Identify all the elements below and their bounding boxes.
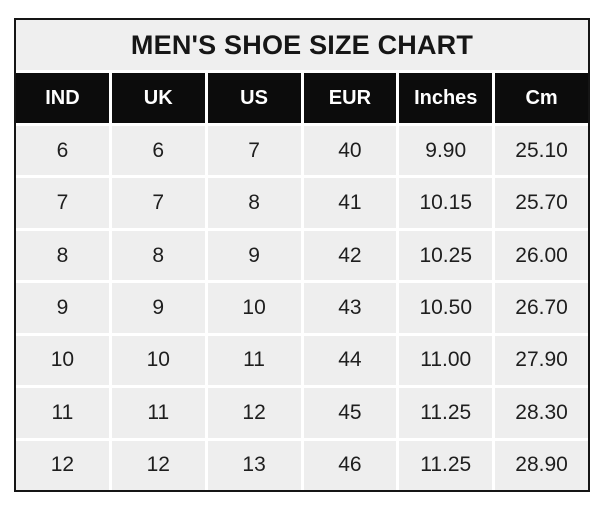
table-cell: 6 [111, 126, 205, 176]
table-cell: 46 [303, 440, 397, 490]
table-cell: 43 [303, 283, 397, 333]
table-cell: 41 [303, 178, 397, 228]
table-row: 9 9 10 43 10.50 26.70 [16, 283, 588, 333]
table-cell: 8 [16, 230, 109, 281]
column-header-eur: EUR [303, 73, 397, 123]
table-cell: 10 [16, 335, 109, 386]
table-cell: 26.70 [495, 283, 588, 333]
column-header-us: US [207, 73, 301, 123]
table-cell: 10.15 [399, 178, 493, 228]
table-cell: 10.50 [399, 283, 493, 333]
table-cell: 10.25 [399, 230, 493, 281]
table-cell: 28.30 [495, 388, 588, 438]
table-cell: 9.90 [399, 126, 493, 176]
table-cell: 12 [207, 388, 301, 438]
table-cell: 11.25 [399, 440, 493, 490]
table-row: 7 7 8 41 10.15 25.70 [16, 178, 588, 228]
table-row: 8 8 9 42 10.25 26.00 [16, 230, 588, 281]
table-cell: 26.00 [495, 230, 588, 281]
table-cell: 11 [16, 388, 109, 438]
chart-title: MEN'S SHOE SIZE CHART [16, 20, 588, 70]
column-header-ind: IND [16, 73, 109, 123]
shoe-size-chart-table: MEN'S SHOE SIZE CHART IND UK US EUR Inch… [14, 18, 590, 492]
table-cell: 8 [111, 230, 205, 281]
column-header-uk: UK [111, 73, 205, 123]
table-cell: 13 [207, 440, 301, 490]
table-cell: 11.25 [399, 388, 493, 438]
table-cell: 12 [111, 440, 205, 490]
table-cell: 28.90 [495, 440, 588, 490]
table-cell: 6 [16, 126, 109, 176]
table-cell: 11.00 [399, 335, 493, 386]
table-cell: 44 [303, 335, 397, 386]
table-header-row: IND UK US EUR Inches Cm [16, 73, 588, 123]
table-cell: 45 [303, 388, 397, 438]
table-cell: 40 [303, 126, 397, 176]
table-row: 6 6 7 40 9.90 25.10 [16, 126, 588, 176]
table-row: 12 12 13 46 11.25 28.90 [16, 440, 588, 490]
table-cell: 9 [207, 230, 301, 281]
table-cell: 7 [111, 178, 205, 228]
table-cell: 42 [303, 230, 397, 281]
table-cell: 10 [207, 283, 301, 333]
column-header-cm: Cm [495, 73, 588, 123]
table-row: 11 11 12 45 11.25 28.30 [16, 388, 588, 438]
table-cell: 7 [16, 178, 109, 228]
table-cell: 9 [16, 283, 109, 333]
table-cell: 9 [111, 283, 205, 333]
table-row: 10 10 11 44 11.00 27.90 [16, 335, 588, 386]
table-cell: 25.70 [495, 178, 588, 228]
table-cell: 11 [207, 335, 301, 386]
table-cell: 10 [111, 335, 205, 386]
table-cell: 25.10 [495, 126, 588, 176]
table-cell: 11 [111, 388, 205, 438]
table-cell: 7 [207, 126, 301, 176]
table-cell: 8 [207, 178, 301, 228]
column-header-inches: Inches [399, 73, 493, 123]
table-cell: 27.90 [495, 335, 588, 386]
table-cell: 12 [16, 440, 109, 490]
